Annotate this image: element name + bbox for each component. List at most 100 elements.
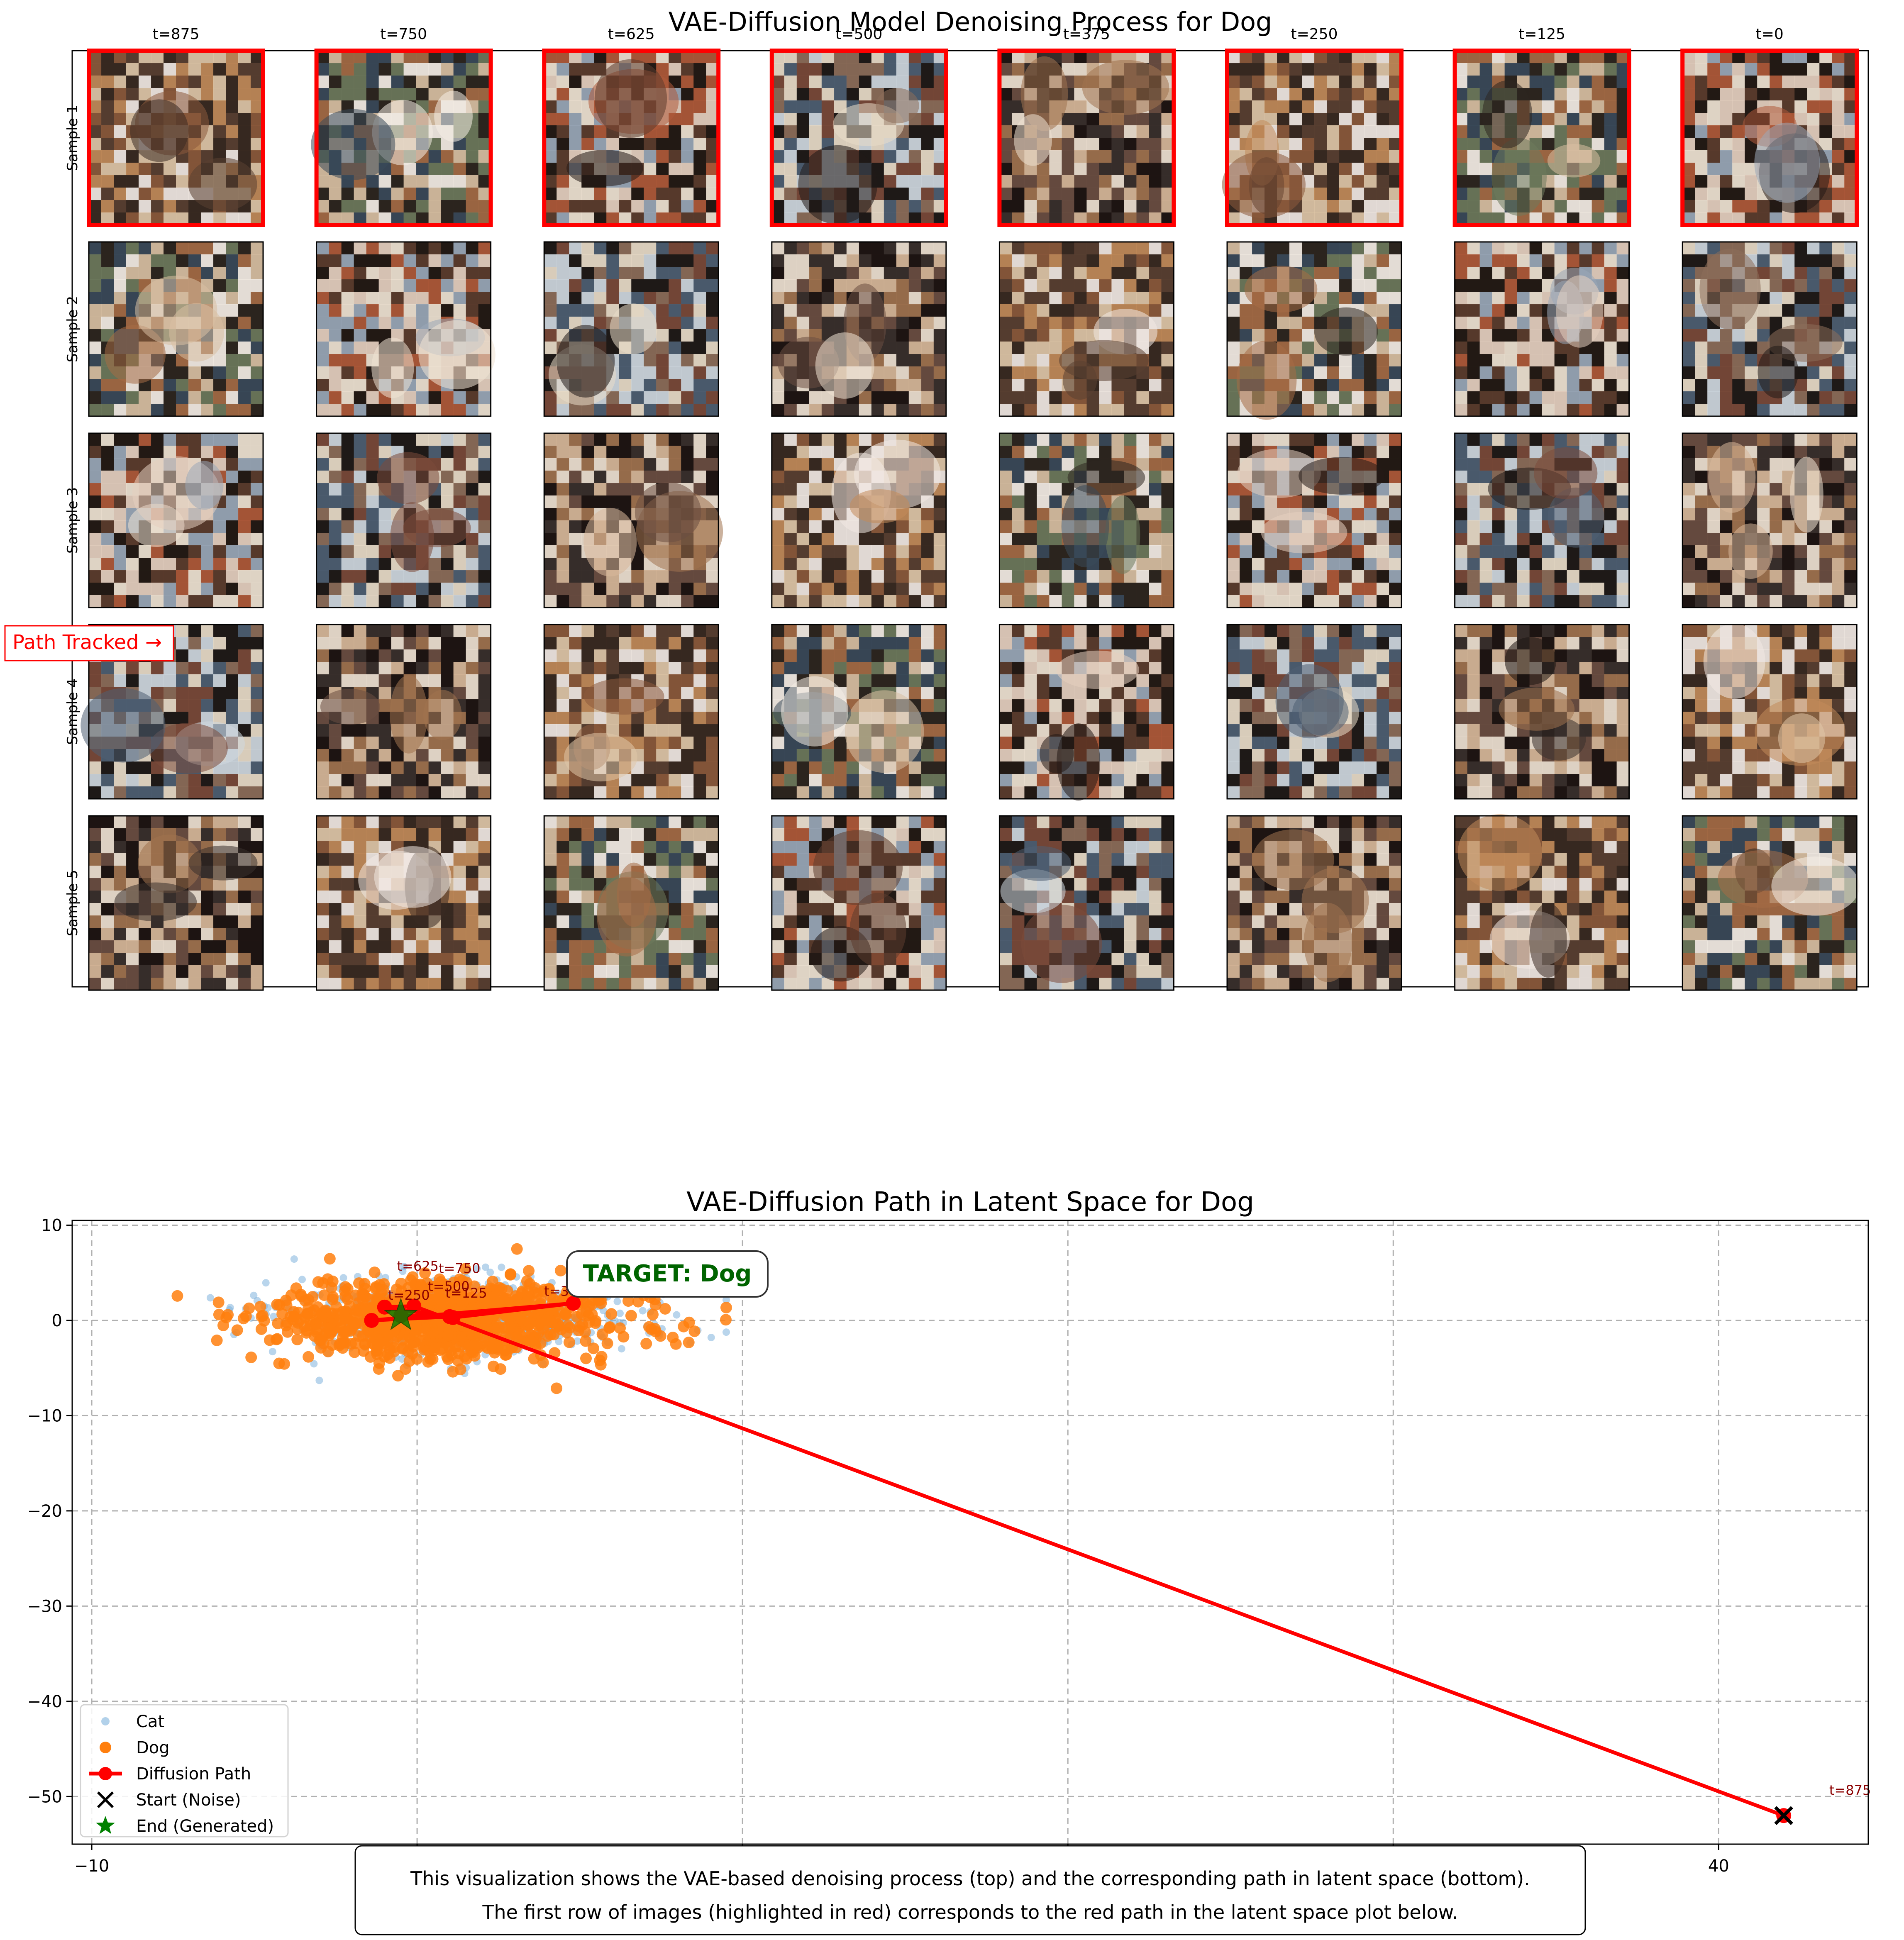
image-pixel-block [581,242,594,255]
image-pixel-block [669,267,681,280]
image-pixel-block [1339,63,1352,76]
image-pixel-block [1492,520,1505,533]
image-pixel-block [846,570,859,583]
image-pixel-block [1314,495,1327,508]
image-pixel-block [631,583,644,595]
image-pixel-block [999,520,1012,533]
image-pixel-block [1707,558,1720,571]
image-pixel-block [188,63,201,76]
image-pixel-block [1302,391,1315,404]
image-pixel-block [329,366,342,379]
image-pixel-block [999,391,1012,404]
image-pixel-block [681,292,694,305]
image-pixel-block [619,404,632,417]
image-pixel-block [581,483,594,496]
image-pixel-block [1352,545,1365,558]
image-pixel-block [1136,150,1149,163]
image-pixel-block [1252,433,1265,446]
image-pixel-block [834,533,847,546]
image-pixel-block [1037,458,1050,471]
image-pixel-block [908,267,922,280]
image-pixel-block [669,254,681,267]
image-pixel-block [557,242,569,255]
image-pixel-block [1832,279,1845,292]
image-pixel-block [1542,391,1555,404]
image-pixel-block [606,200,619,213]
image-blob [1790,456,1823,533]
image-pixel-block [771,471,785,483]
image-pixel-block [1529,354,1543,367]
image-pixel-block [1455,458,1468,471]
image-pixel-block [933,317,947,329]
image-pixel-block [1377,583,1389,595]
image-pixel-block [1240,100,1252,113]
image-pixel-block [784,595,797,608]
image-pixel-block [251,662,264,675]
image-pixel-block [201,625,214,637]
image-pixel-block [226,712,239,725]
image-pixel-block [416,570,429,583]
image-pixel-block [681,188,694,200]
image-pixel-block [1327,366,1340,379]
image-pixel-block [1707,508,1720,521]
image-pixel-block [1264,570,1277,583]
image-pixel-block [428,595,442,608]
image-pixel-block [1844,379,1857,392]
image-pixel-block [706,483,719,496]
image-pixel-block [656,446,669,459]
image-pixel-block [126,433,139,446]
image-pixel-block [1086,188,1099,200]
image-pixel-block [466,458,479,471]
image-pixel-block [1277,558,1290,571]
image-pixel-block [378,446,392,459]
image-pixel-block [403,570,417,583]
image-pixel-block [821,446,835,459]
image-pixel-block [921,433,934,446]
image-pixel-block [89,113,102,126]
row-label: Sample 1 [64,105,81,171]
image-pixel-block [151,687,164,700]
image-pixel-block [631,458,644,471]
image-pixel-block [1707,163,1720,176]
image-pixel-block [1099,242,1112,255]
image-pixel-block [1327,113,1340,126]
image-pixel-block [453,242,466,255]
image-pixel-block [796,483,810,496]
image-pixel-block [884,63,897,76]
image-pixel-block [1012,175,1025,188]
image-pixel-block [1227,446,1240,459]
image-pixel-block [114,113,127,126]
image-pixel-block [784,292,797,305]
image-pixel-block [1529,379,1543,392]
image-pixel-block [1542,583,1555,595]
image-pixel-block [316,188,330,200]
image-pixel-block [1455,583,1468,595]
image-pixel-block [1136,242,1149,255]
image-pixel-block [114,404,127,417]
image-pixel-block [378,508,392,521]
image-pixel-block [1604,379,1617,392]
image-pixel-block [213,100,226,113]
image-pixel-block [821,63,835,76]
image-pixel-block [1099,446,1112,459]
image-pixel-block [1794,304,1807,317]
image-pixel-block [1807,404,1820,417]
image-pixel-block [341,495,354,508]
image-pixel-block [821,433,835,446]
image-pixel-block [1012,433,1025,446]
image-pixel-block [871,200,884,213]
image-pixel-block [656,242,669,255]
image-pixel-block [796,558,810,571]
image-pixel-block [771,188,785,200]
image-pixel-block [1554,175,1567,188]
image-pixel-block [1682,458,1695,471]
image-pixel-block [1327,63,1340,76]
image-pixel-block [1389,279,1402,292]
image-pixel-block [238,520,251,533]
image-pixel-block [871,267,884,280]
image-pixel-block [846,558,859,571]
image-pixel-block [1529,242,1543,255]
image-pixel-block [1604,317,1617,329]
image-pixel-block [1529,520,1543,533]
image-pixel-block [403,404,417,417]
